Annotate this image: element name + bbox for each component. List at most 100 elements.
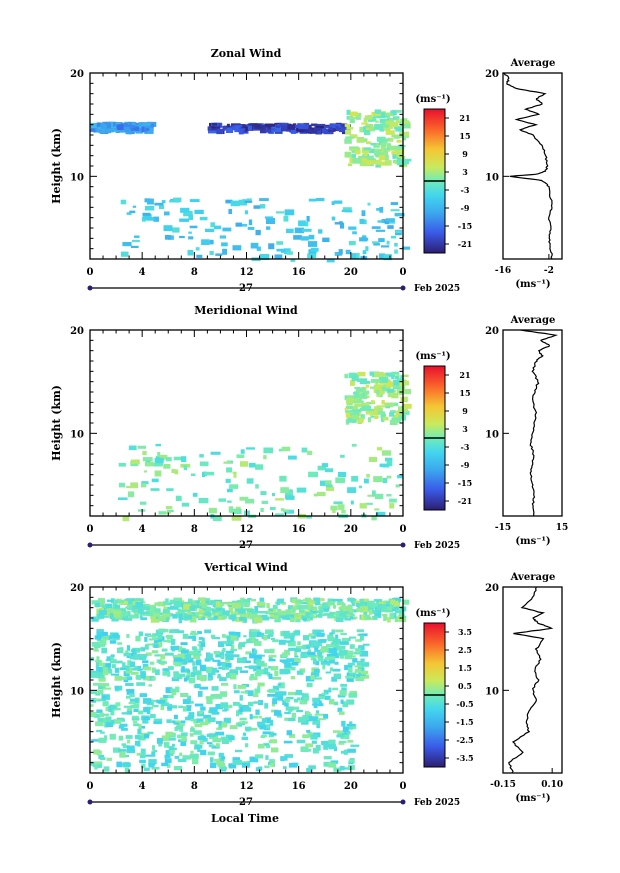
heatmap-cell — [227, 639, 234, 645]
heatmap-cell — [366, 161, 371, 166]
heatmap-cell — [97, 689, 104, 695]
heatmap-cell — [346, 126, 354, 130]
heatmap-cell — [240, 449, 245, 454]
heatmap-cell — [174, 657, 182, 662]
heatmap-cell — [143, 470, 148, 473]
heatmap-cell — [192, 758, 199, 765]
heatmap-cell — [99, 660, 103, 667]
heatmap-cell — [338, 249, 343, 255]
heatmap-cell — [306, 767, 311, 772]
heatmap-cell — [244, 726, 252, 731]
heatmap-cell — [235, 749, 243, 753]
heatmap-cell — [348, 163, 353, 167]
heatmap-cell — [310, 674, 315, 680]
heatmap-cell — [260, 491, 267, 496]
profile-unit: (ms⁻¹) — [515, 279, 550, 290]
heatmap-cell — [199, 738, 204, 745]
heatmap-cell — [399, 131, 410, 137]
heatmap-cell — [360, 606, 369, 613]
heatmap-cell — [314, 669, 320, 673]
heatmap-cell — [277, 683, 282, 686]
heatmap-cell — [336, 601, 345, 606]
heatmap-cell — [121, 743, 127, 746]
heatmap-cell — [207, 126, 211, 131]
heatmap-cell — [328, 648, 338, 654]
heatmap-cell — [243, 732, 247, 736]
heatmap-cell — [306, 618, 310, 622]
heatmap-cell — [276, 248, 286, 252]
heatmap-cell — [165, 506, 173, 510]
heatmap-cell — [154, 202, 164, 206]
heatmap-cell — [140, 617, 147, 621]
heatmap-cell — [277, 598, 284, 603]
heatmap-cell — [350, 380, 355, 386]
heatmap-cell — [365, 155, 374, 161]
heatmap-cell — [117, 642, 123, 645]
heatmap-cell — [379, 207, 384, 213]
heatmap-cell — [168, 705, 178, 709]
heatmap-cell — [198, 641, 206, 644]
heatmap-cell — [178, 646, 183, 652]
heatmap-cell — [248, 632, 257, 638]
heatmap-cell — [235, 222, 243, 227]
heatmap-cell — [363, 117, 368, 123]
heatmap-cell — [285, 495, 295, 500]
heatmap-cell — [154, 457, 164, 464]
heatmap-cell — [142, 457, 153, 462]
heatmap-cell — [91, 642, 100, 647]
heatmap-cell — [340, 223, 345, 229]
heatmap-cell — [313, 597, 320, 602]
heatmap-cell — [108, 706, 112, 712]
heatmap-cell — [100, 683, 110, 687]
colorbar-tick-label: -3 — [461, 442, 470, 452]
heatmap-cell — [201, 606, 210, 612]
heatmap-cell — [367, 417, 372, 423]
heatmap-cell — [291, 666, 296, 671]
heatmap-cell — [199, 216, 208, 221]
heatmap-cell — [346, 723, 356, 727]
profile-x-tick-label: -16 — [495, 266, 511, 276]
heatmap-cell — [193, 653, 202, 656]
heatmap-cell — [284, 711, 291, 715]
heatmap-cell — [356, 404, 361, 407]
heatmap-cell — [340, 454, 345, 458]
heatmap-cell — [233, 649, 237, 652]
heatmap-cell — [257, 682, 265, 687]
y-tick-label: 20 — [70, 583, 84, 594]
heatmap-cell — [142, 123, 151, 127]
x-tick-label: 16 — [292, 524, 306, 535]
heatmap-cell — [247, 125, 252, 130]
heatmap-cell — [269, 739, 277, 744]
heatmap-cell — [260, 602, 266, 606]
heatmap-cell — [295, 689, 303, 695]
heatmap-cell — [365, 502, 373, 505]
heatmap-cell — [286, 730, 292, 736]
heatmap-cell — [369, 150, 375, 154]
heatmap-cell — [199, 454, 204, 458]
heatmap-cell — [390, 145, 400, 151]
heatmap-cell — [152, 637, 158, 641]
heatmap-cell — [351, 415, 360, 420]
heatmap-cell — [395, 230, 401, 234]
heatmap-cell — [356, 629, 364, 633]
heatmap-cell — [299, 609, 305, 613]
heatmap-cell — [162, 608, 170, 614]
heatmap-cell — [261, 500, 269, 504]
heatmap-cell — [397, 144, 403, 148]
heatmap-cell — [307, 450, 313, 455]
heatmap-cell — [219, 608, 225, 611]
heatmap-cell — [98, 737, 107, 743]
heatmap-cell — [110, 607, 115, 610]
heatmap-cell — [394, 386, 402, 389]
heatmap-cell — [353, 395, 363, 398]
heatmap-cell — [142, 660, 149, 664]
heatmap-cell — [305, 743, 314, 748]
heatmap-cell — [192, 492, 198, 497]
heatmap-cell — [230, 635, 238, 641]
heatmap-cell — [317, 613, 323, 618]
heatmap-cell — [181, 650, 189, 654]
heatmap-cell — [95, 660, 100, 663]
heatmap-cell — [285, 490, 293, 495]
heatmap-cell — [345, 129, 351, 135]
